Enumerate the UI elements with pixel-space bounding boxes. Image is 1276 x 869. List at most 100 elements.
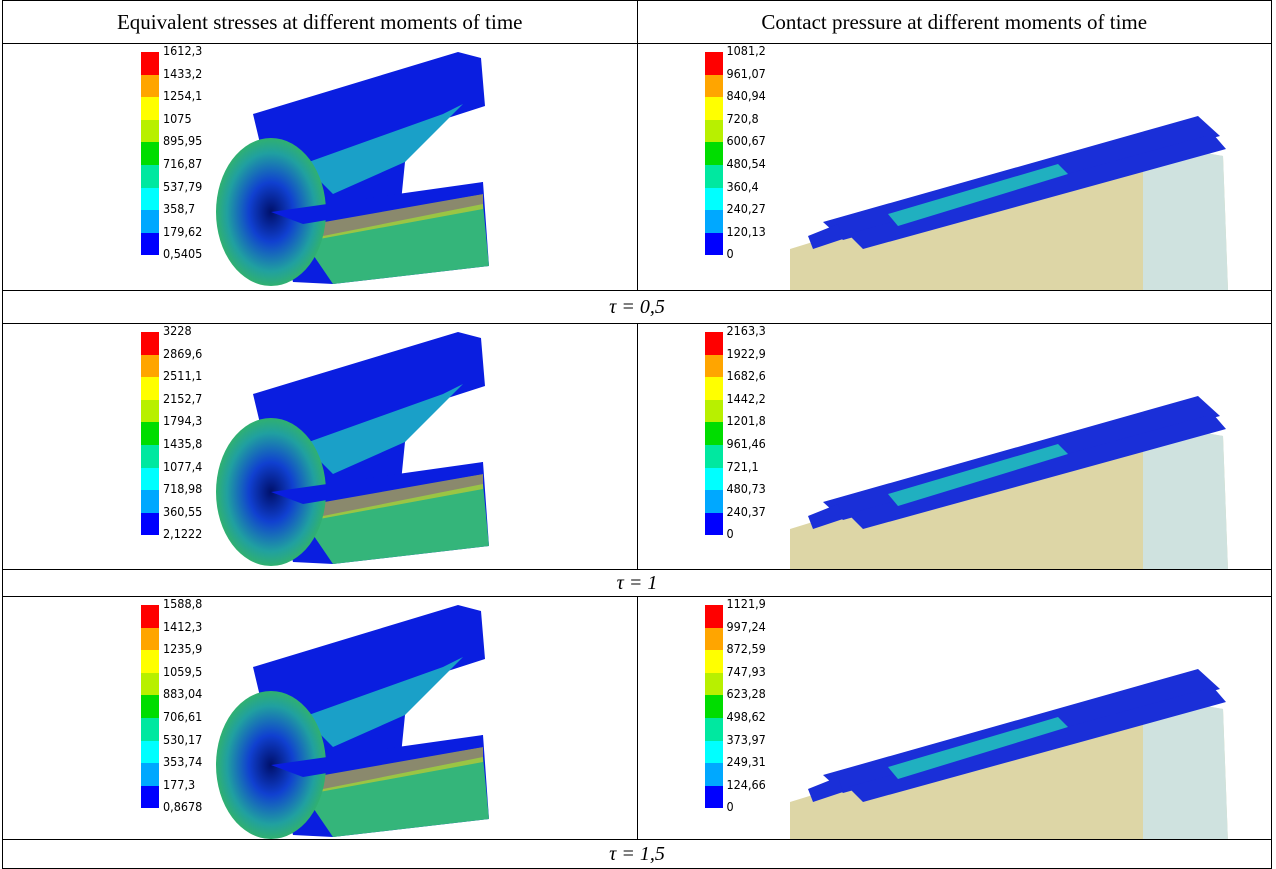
legend-swatch [141, 605, 159, 628]
image-row: 1612,3 1433,2 1254,1 1075 895,95 716,87 537,79… [2, 43, 1272, 291]
stress-render [216, 332, 489, 566]
legend-label: 961,07 [726, 65, 766, 81]
legend-swatch [141, 627, 159, 651]
stress-band [303, 104, 463, 194]
stress-band [303, 747, 483, 795]
cut-face [271, 462, 483, 504]
legend-label: 480,54 [726, 156, 766, 171]
legend-swatch [704, 467, 723, 491]
image-row: 3228 2869,6 2511,1 2152,7 1794,3 1435,8 1077,4… [2, 323, 1272, 570]
legend-swatch [141, 490, 159, 513]
image-cell: 3228 2869,6 2511,1 2152,7 1794,3 1435,8 1077,4… [2, 323, 638, 570]
stress-render [216, 52, 489, 286]
cut-face [271, 182, 483, 224]
legend-label: 720,8 [726, 110, 759, 126]
header-cell: Contact pressure at different moments of… [636, 0, 1272, 44]
contact-strip [807, 777, 843, 802]
legend-swatch [704, 512, 723, 536]
legend-swatch [704, 785, 723, 809]
legend-label: 530,17 [163, 731, 203, 747]
header-row: Equivalent stresses at different moments… [2, 0, 1272, 44]
contact-strip [807, 224, 843, 249]
contact-body [789, 142, 1228, 290]
legend-swatch [141, 165, 159, 188]
legend-label: 498,62 [726, 709, 766, 724]
cut-face [271, 735, 483, 777]
stress-band [303, 657, 463, 747]
legend-label: 179,62 [163, 223, 203, 239]
legend-swatch [704, 399, 723, 423]
contact-strip [847, 134, 1226, 249]
legend-label: 537,79 [163, 178, 203, 194]
legend-label: 883,04 [163, 686, 203, 702]
legend-swatch [141, 377, 159, 400]
contact-strip [887, 164, 1068, 226]
stress-band [303, 484, 489, 564]
legend-swatch [141, 74, 159, 98]
legend-label: 1254,1 [163, 88, 203, 104]
legend-label: 1794,3 [163, 413, 203, 429]
legend-label: 997,24 [726, 618, 766, 634]
legend-swatch [704, 740, 723, 764]
legend-label: 1201,8 [726, 413, 766, 429]
contact-body [1142, 422, 1228, 569]
legend-swatch [141, 467, 159, 491]
legend-swatch [704, 232, 723, 256]
legend-label: 1081,2 [726, 43, 766, 59]
legend-label: 600,67 [726, 133, 766, 149]
legend-swatch [141, 187, 159, 211]
legend-label: 1588,8 [163, 596, 203, 612]
legend-label: 0 [726, 246, 734, 262]
legend-swatch [704, 627, 723, 651]
legend-label: 1077,4 [163, 458, 203, 474]
legend-label: 2869,6 [163, 345, 203, 361]
image-cell: 1612,3 1433,2 1254,1 1075 895,95 716,87 537,79… [2, 43, 638, 291]
legend-label: 240,37 [726, 503, 766, 519]
legend-swatch [141, 97, 159, 120]
front-face [216, 691, 326, 839]
legend-label: 240,27 [726, 201, 766, 217]
legend-label: 0 [726, 526, 734, 542]
contact-strip [847, 687, 1226, 802]
legend-label: 895,95 [163, 133, 203, 149]
legend-label: 360,55 [163, 503, 203, 519]
image-cell: 2163,3 1922,9 1682,6 1442,2 1201,8 961,46 721,… [636, 323, 1272, 570]
image-cell: 1081,2 961,07 840,94 720,8 600,67 480,54 360,4… [636, 43, 1272, 291]
legend-swatch [704, 422, 723, 445]
legend-swatch [141, 119, 159, 143]
legend-label: 961,46 [726, 436, 766, 451]
legend-label: 716,87 [163, 156, 203, 171]
legend-label: 0,5405 [163, 246, 203, 262]
legend-label: 358,7 [163, 201, 196, 217]
legend-label: 1059,5 [163, 663, 203, 679]
legend-swatch [141, 422, 159, 445]
legend-label: 2,1222 [163, 526, 203, 542]
legend-swatch [704, 490, 723, 513]
legend-swatch [141, 354, 159, 378]
contact-body [1142, 695, 1228, 839]
legend-label: 120,13 [726, 223, 766, 239]
legend-swatch [141, 718, 159, 741]
legend-swatch [704, 52, 723, 75]
header-cell: Equivalent stresses at different moments… [2, 0, 638, 44]
legend-label: 360,4 [726, 178, 759, 194]
legend-label: 2163,3 [726, 323, 766, 339]
image-cell: 1588,8 1412,3 1235,9 1059,5 883,04 706,61 530,… [2, 596, 638, 840]
legend-swatch [704, 97, 723, 120]
legend-swatch [704, 165, 723, 188]
legend-swatch [141, 399, 159, 423]
image-row: 1588,8 1412,3 1235,9 1059,5 883,04 706,61 530,… [2, 596, 1272, 840]
legend-label: 3228 [163, 323, 192, 339]
legend-label: 2152,7 [163, 390, 203, 406]
legend-swatch [141, 142, 159, 165]
legend-swatch [704, 354, 723, 378]
legend-label: 480,73 [726, 481, 766, 497]
legend-swatch [141, 332, 159, 355]
legend-swatch [704, 672, 723, 696]
legend-swatch [141, 672, 159, 696]
legend-swatch [141, 650, 159, 673]
legend-label: 747,93 [726, 663, 766, 679]
legend-label: 373,97 [726, 731, 766, 747]
time-caption: τ = 1,5 [2, 839, 1272, 869]
